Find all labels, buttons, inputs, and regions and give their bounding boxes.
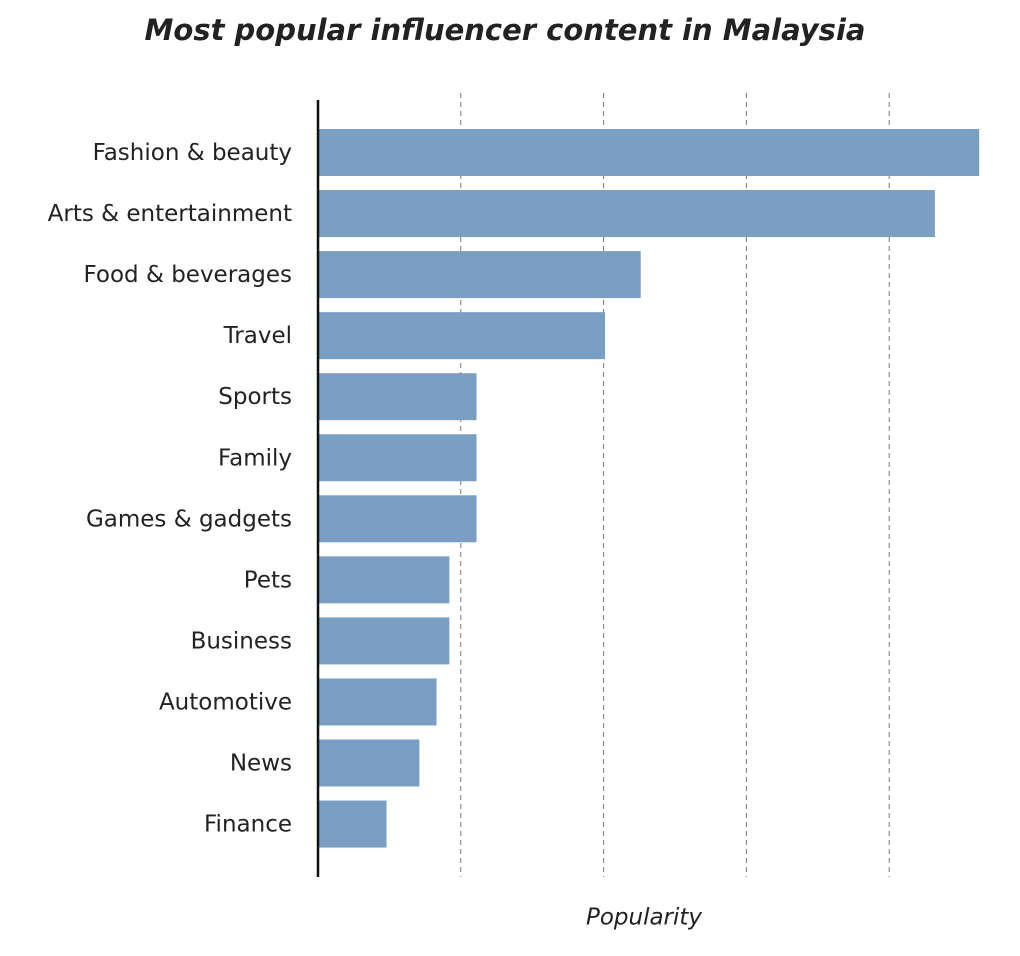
bar [318,190,935,238]
bar [318,617,450,665]
bar [318,434,477,482]
bar [318,251,641,299]
y-tick-label: Games & gadgets [86,506,292,532]
y-tick-label: Finance [204,812,292,838]
y-tick-label: Pets [244,567,292,593]
x-axis-label: Popularity [586,905,702,931]
y-tick-label: Travel [223,323,292,349]
bar [318,373,477,421]
bar [318,129,980,176]
y-tick-label: Business [191,628,292,654]
bar [318,495,477,543]
bar [318,800,387,848]
chart-title: Most popular influencer content in Malay… [145,13,866,47]
y-tick-label: Fashion & beauty [93,140,292,166]
y-tick-label: News [230,751,292,777]
y-tick-label: Automotive [159,689,292,715]
bar [318,678,437,726]
y-tick-label: Family [218,445,292,471]
bar [318,739,420,787]
y-tick-label: Food & beverages [83,262,292,288]
y-tick-label: Sports [218,384,292,410]
bar [318,312,606,360]
bar [318,556,450,604]
y-tick-label: Arts & entertainment [48,201,292,227]
